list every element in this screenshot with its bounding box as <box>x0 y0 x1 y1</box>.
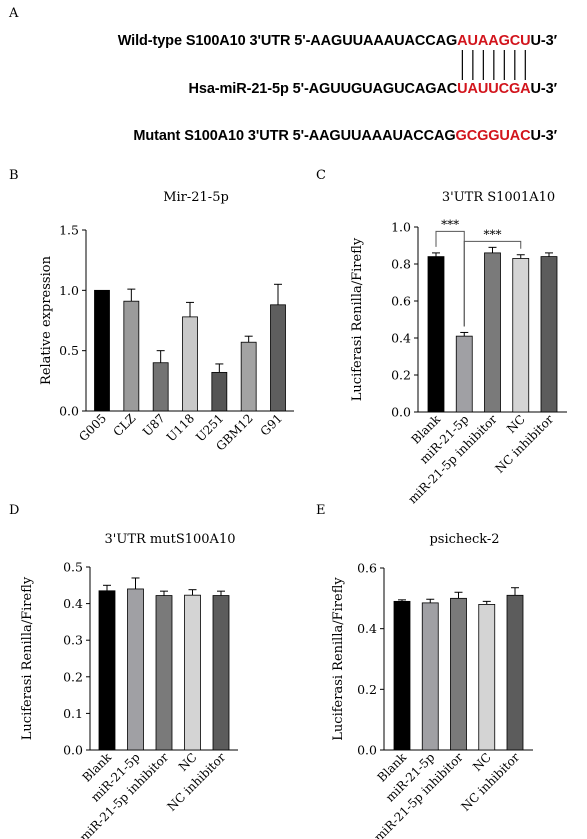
chart-e-ylabel: Luciferasi Renilla/Firefly <box>331 577 346 741</box>
wildtype-sequence-suffix: U-3′ <box>530 33 558 49</box>
chart-d-ytick-label: 0.2 <box>63 669 83 684</box>
mutant-site: GCGGUAC <box>455 128 531 144</box>
chart-d-ytick-label: 0.0 <box>63 743 83 758</box>
chart-c-ytick-label: 0.4 <box>391 331 411 346</box>
chart-d-ytick-label: 0.1 <box>63 706 83 721</box>
chart-d-ylabel: Luciferasi Renilla/Firefly <box>20 576 35 740</box>
chart-c-significance-label: *** <box>484 227 502 241</box>
chart-c-significance-label: *** <box>441 217 459 231</box>
chart-c-ytick-label: 0.8 <box>391 257 411 272</box>
chart-e-bar <box>450 597 467 751</box>
mutant-sequence-suffix: U-3′ <box>530 128 558 144</box>
chart-c-ytick-label: 0.2 <box>391 368 411 383</box>
chart-e-ytick-label: 0.0 <box>357 743 377 758</box>
chart-e-bar <box>393 600 411 751</box>
chart-e-ytick-label: 0.6 <box>357 561 377 576</box>
chart-d-title: 3'UTR mutS100A10 <box>105 532 236 547</box>
panel-label-e: E <box>316 503 326 518</box>
chart-e-bar <box>421 602 439 751</box>
mirna-sequence-suffix: U-3′ <box>530 81 558 97</box>
chart-e-bar <box>478 604 496 751</box>
chart-e-title: psicheck-2 <box>429 532 499 547</box>
mirna-seed: UAUUCGA <box>457 81 531 97</box>
chart-d-ytick-label: 0.4 <box>63 596 83 611</box>
chart-e-ytick-label: 0.4 <box>357 621 377 636</box>
chart-b-ytick-label: 0.5 <box>59 343 79 358</box>
chart-b-bar <box>94 289 110 412</box>
chart-e-category-label: NC <box>470 750 494 774</box>
mutant-sequence-prefix: Mutant S100A10 3'UTR 5'-AAGUUAAAUACCAG <box>133 128 456 144</box>
chart-c-ytick-label: 1.0 <box>391 220 411 235</box>
chart-e-bar <box>506 594 524 751</box>
mutant-sequence: Mutant S100A10 3'UTR 5'-AAGUUAAAUACCAGGC… <box>133 128 557 144</box>
chart-d-ytick-label: 0.5 <box>63 560 83 575</box>
chart-b-ylabel: Relative expression <box>39 255 54 385</box>
base-pairing-lines <box>461 50 526 80</box>
wildtype-seed-site: AUAAGCU <box>457 33 531 49</box>
chart-b-ytick-label: 0.0 <box>59 404 79 419</box>
chart-c-title: 3'UTR S1001A10 <box>442 190 555 205</box>
mirna-sequence-prefix: Hsa-miR-21-5p 5'-AGUUGUAGUCAGAC <box>188 81 458 97</box>
chart-c-ylabel: Luciferasi Renilla/Firefly <box>350 237 365 401</box>
wildtype-sequence-prefix: Wild-type S100A10 3'UTR 5'-AAGUUAAAUACCA… <box>117 33 458 49</box>
chart-e-ytick-label: 0.2 <box>357 682 377 697</box>
mirna-sequence: Hsa-miR-21-5p 5'-AGUUGUAGUCAGACUAUUCGAU-… <box>188 81 557 97</box>
panel-label-c: C <box>316 168 326 183</box>
wildtype-sequence: Wild-type S100A10 3'UTR 5'-AAGUUAAAUACCA… <box>118 33 557 49</box>
chart-d-ytick-label: 0.3 <box>63 633 83 648</box>
chart-b-ytick-label: 1.0 <box>59 283 79 298</box>
panel-label-a: A <box>9 6 19 21</box>
chart-c-ytick-label: 0.0 <box>391 405 411 420</box>
chart-b-title: Mir-21-5p <box>163 190 229 205</box>
chart-c-ytick-label: 0.6 <box>391 294 411 309</box>
chart-c-significance-bracket <box>463 240 522 327</box>
panel-label-d: D <box>9 503 20 518</box>
panel-label-b: B <box>9 168 19 183</box>
chart-b-ytick-label: 1.5 <box>59 223 79 238</box>
